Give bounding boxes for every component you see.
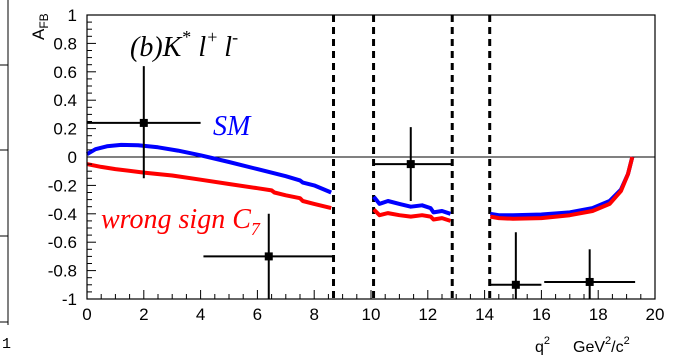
x-tick-label: 8 — [309, 305, 318, 324]
wrong-sign-c7-curve-segment — [489, 156, 635, 221]
y-axis-title-main: A — [29, 28, 48, 40]
sm-curve-segment — [489, 156, 635, 218]
neighbor-tick-label: 1 — [2, 336, 11, 353]
y-tick-label: -0.2 — [48, 176, 77, 195]
particle-k: K — [162, 32, 183, 63]
data-point-marker — [406, 160, 415, 169]
sm-curve-segment — [85, 142, 332, 195]
x-tick-label: 6 — [253, 305, 262, 324]
data-point-marker — [264, 252, 273, 261]
y-axis-title: AFB — [29, 13, 51, 40]
panel-title: (b)K* l+ l- — [130, 27, 238, 63]
wrong-sign-curve-label: wrong sign C7 — [101, 204, 261, 239]
y-tick-label: -0.8 — [48, 262, 77, 281]
x-axis-units: GeV2/c2 — [573, 335, 630, 355]
x-axis-units-gev: GeV — [573, 339, 605, 355]
y-tick-label: 0 — [68, 148, 77, 167]
y-tick-label: 0.4 — [53, 91, 77, 110]
wrong-sign-c7-curve-segment — [372, 208, 452, 223]
prediction-curves — [85, 142, 635, 223]
x-tick-label: 16 — [532, 305, 551, 324]
x-axis-units-den-sup: 2 — [624, 335, 630, 347]
y-tick-label: 1 — [68, 6, 77, 25]
x-tick-label: 20 — [646, 305, 665, 324]
x-tick-label: 12 — [418, 305, 437, 324]
x-axis-units-gev-sup: 2 — [605, 335, 611, 347]
y-tick-label: 0.8 — [53, 34, 77, 53]
x-axis-units-den: /c — [611, 339, 623, 355]
sm-curve-label: SM — [213, 111, 252, 142]
y-tick-label: -1 — [62, 290, 77, 309]
axis-ticks: 0 2 4 6 8 10 12 14 16 18 20 1 0.8 0.6 0.4 0.2 0 -0.2 -0.4 -… — [48, 6, 665, 324]
y-axis-title-sub: FB — [37, 13, 51, 28]
x-tick-label: 14 — [475, 305, 494, 324]
wrong-sign-c7-curve-segment — [86, 162, 332, 211]
y-tick-label: 0.6 — [53, 63, 77, 82]
y-tick-label: -0.6 — [48, 233, 77, 252]
x-tick-label: 18 — [589, 305, 608, 324]
lepton-minus-charge: - — [232, 27, 238, 47]
x-tick-label: 2 — [139, 305, 148, 324]
lepton-minus-symbol: l — [224, 32, 232, 63]
x-axis-title-q-sup: 2 — [544, 335, 550, 347]
panel-label: (b) — [130, 32, 163, 63]
x-tick-label: 0 — [82, 305, 91, 324]
x-tick-label: 4 — [196, 305, 205, 324]
x-tick-label: 10 — [362, 305, 381, 324]
lepton-plus-symbol: l — [198, 32, 206, 63]
y-tick-label: -0.4 — [48, 205, 77, 224]
x-axis-title: q2 — [535, 335, 550, 355]
y-tick-label: 0.2 — [53, 120, 77, 139]
wrong-sign-label-sub: 7 — [251, 219, 261, 239]
data-point-marker — [585, 277, 594, 286]
sm-curve-segment — [372, 195, 452, 216]
data-point-marker — [511, 280, 520, 289]
lepton-plus-charge: + — [206, 27, 218, 47]
wrong-sign-label-main: wrong sign C — [101, 204, 251, 235]
particle-k-star: * — [181, 27, 190, 47]
data-points — [87, 66, 636, 299]
data-point-marker — [139, 118, 148, 127]
x-axis-title-q: q — [535, 339, 544, 355]
